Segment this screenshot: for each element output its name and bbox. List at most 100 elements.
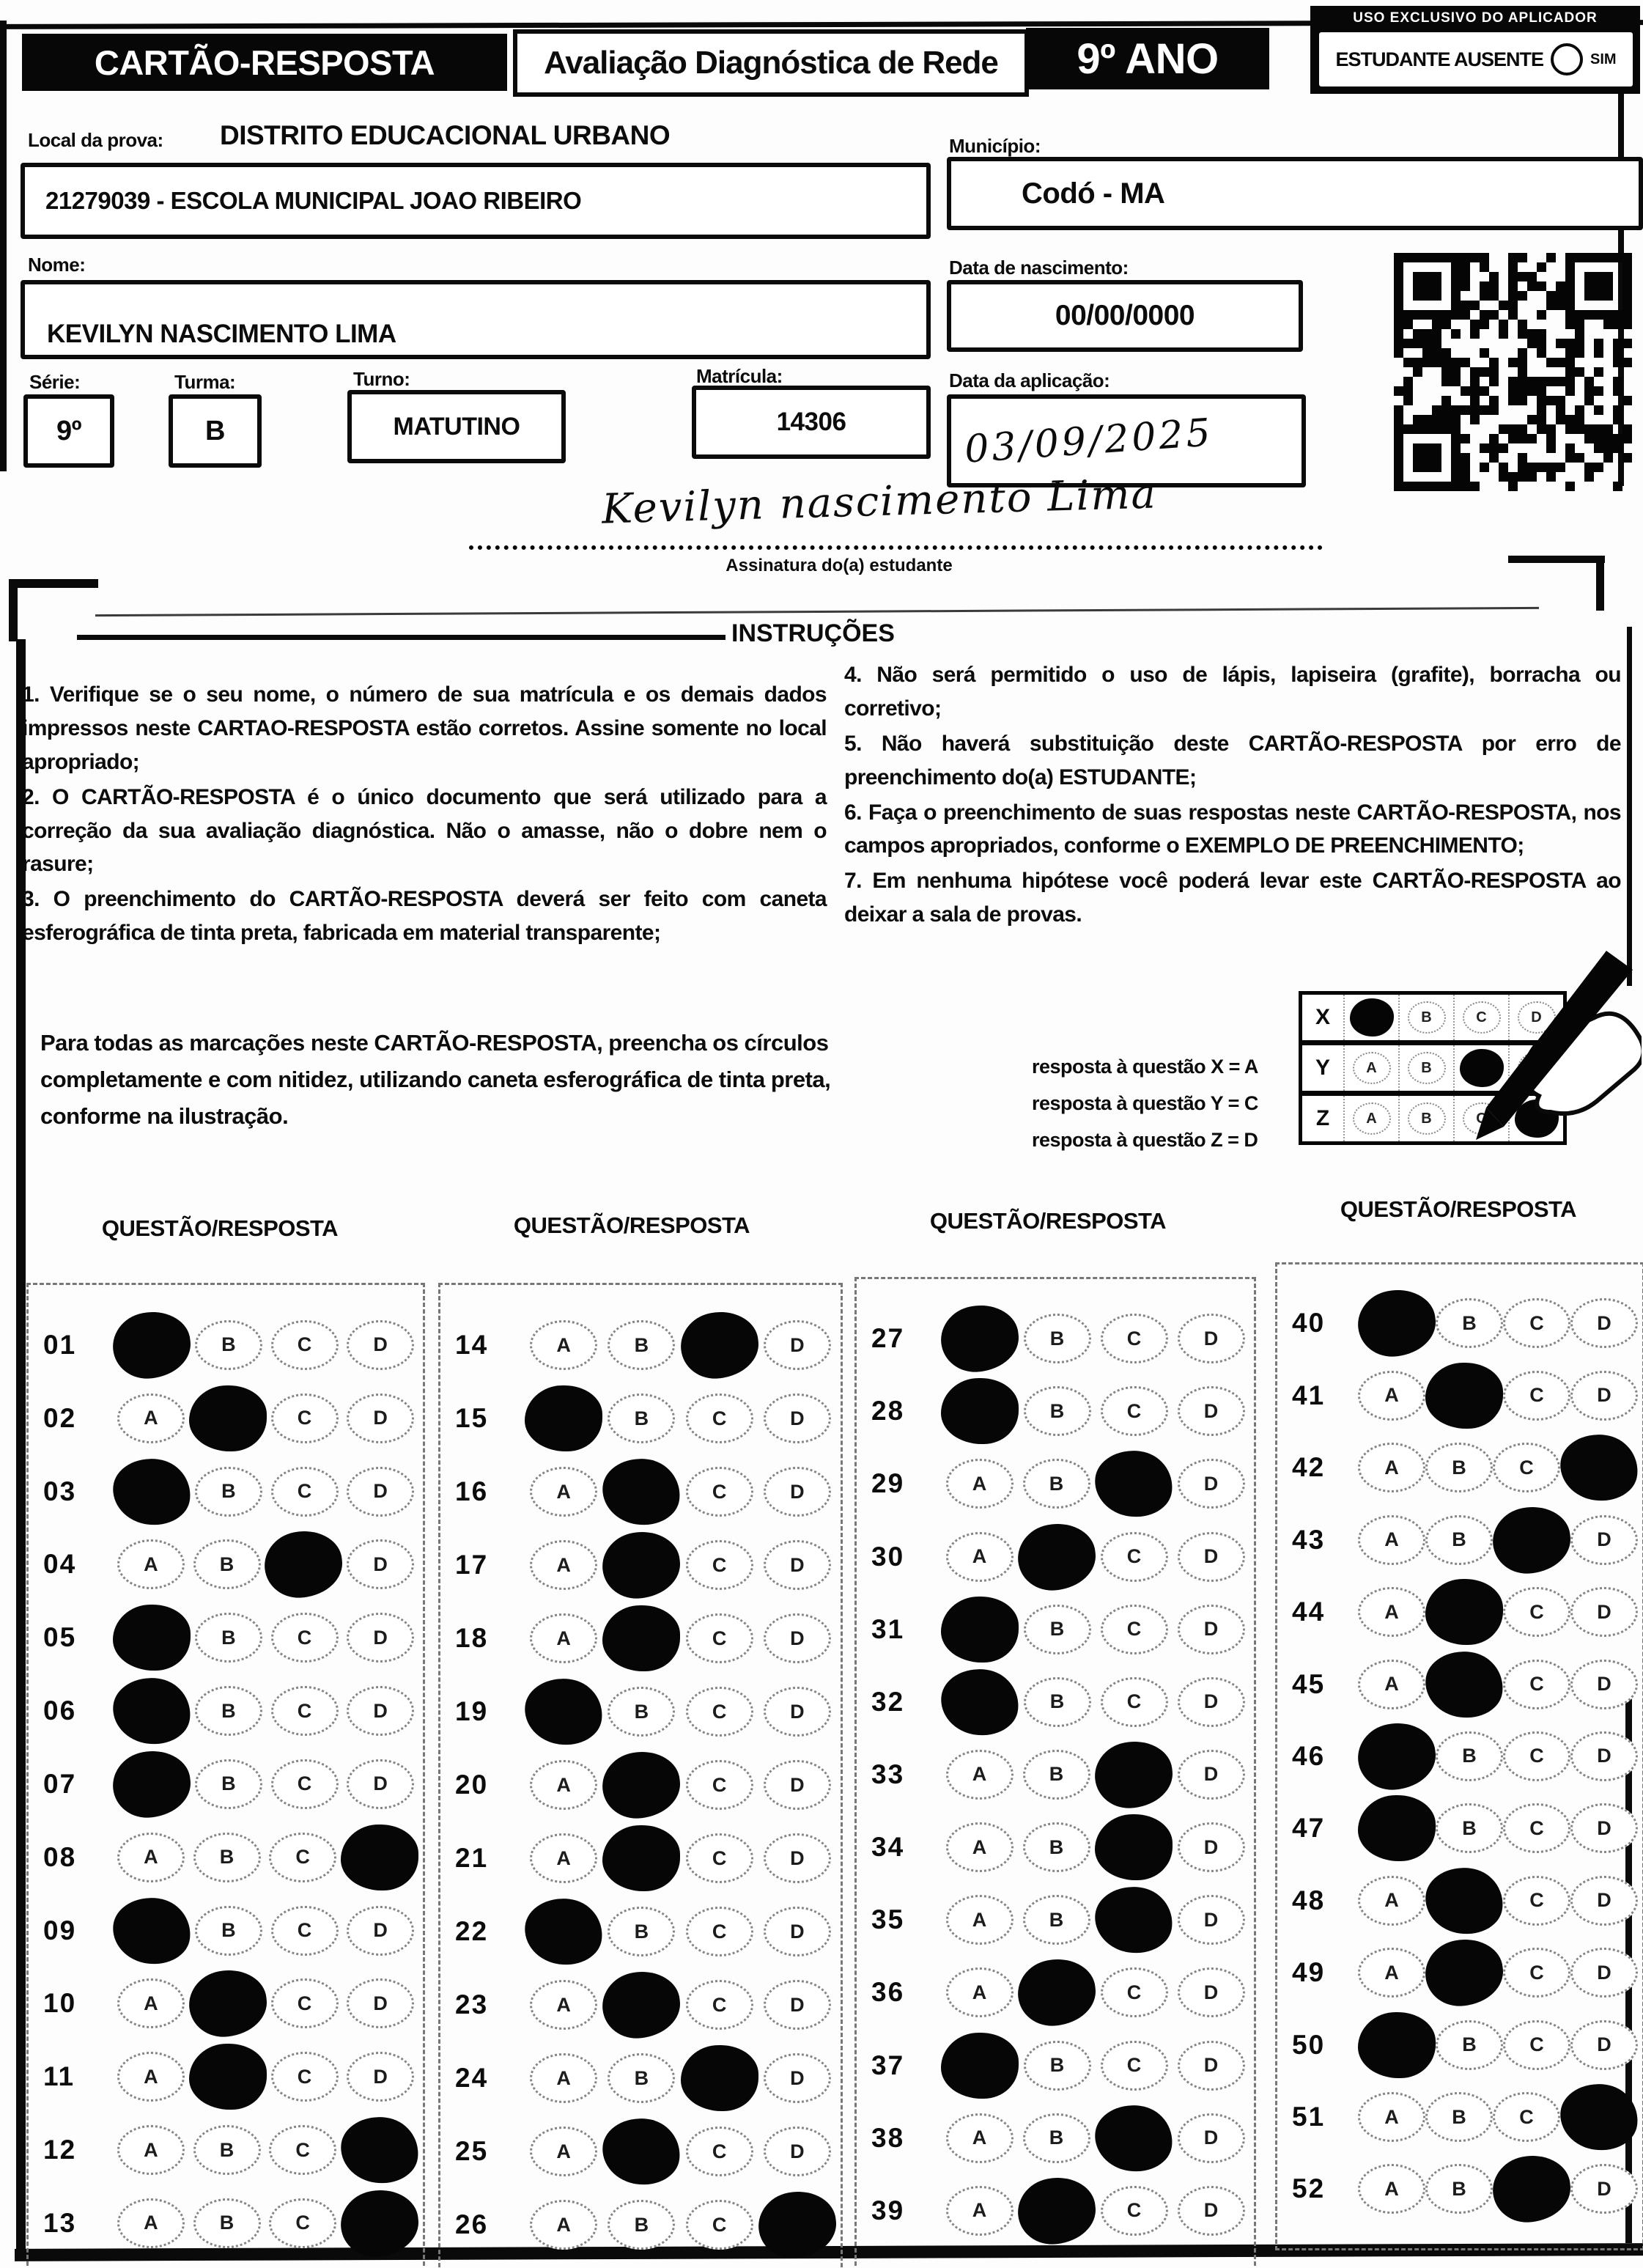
bubble-17-D[interactable]: D bbox=[763, 1540, 831, 1590]
bubble-27-C[interactable]: C bbox=[1100, 1314, 1168, 1364]
bubble-46-B[interactable]: B bbox=[1436, 1731, 1503, 1781]
bubble-47-A[interactable] bbox=[1358, 1795, 1436, 1862]
bubble-50-B[interactable]: B bbox=[1436, 2020, 1503, 2070]
bubble-03-A[interactable] bbox=[108, 1454, 195, 1529]
bubble-46-A[interactable] bbox=[1354, 1719, 1439, 1794]
bubble-04-A[interactable]: A bbox=[117, 1539, 185, 1590]
bubble-07-B[interactable]: B bbox=[194, 1759, 262, 1809]
bubble-16-C[interactable]: C bbox=[685, 1467, 753, 1517]
bubble-51-C[interactable]: C bbox=[1493, 2092, 1560, 2143]
bubble-27-A[interactable] bbox=[937, 1301, 1022, 1376]
bubble-04-D[interactable]: D bbox=[347, 1539, 415, 1590]
bubble-30-D[interactable]: D bbox=[1177, 1531, 1245, 1582]
bubble-25-D[interactable]: D bbox=[763, 2127, 831, 2176]
bubble-48-C[interactable]: C bbox=[1503, 1875, 1570, 1926]
bubble-19-B[interactable]: B bbox=[608, 1687, 676, 1737]
bubble-35-A[interactable]: A bbox=[945, 1895, 1014, 1945]
bubble-49-B[interactable] bbox=[1422, 1935, 1507, 2010]
bubble-11-D[interactable]: D bbox=[347, 2052, 415, 2102]
bubble-44-B[interactable] bbox=[1425, 1579, 1503, 1646]
bubble-48-A[interactable]: A bbox=[1358, 1875, 1425, 1926]
bubble-42-D[interactable] bbox=[1556, 1430, 1642, 1506]
bubble-49-D[interactable]: D bbox=[1570, 1948, 1638, 1998]
bubble-18-B[interactable] bbox=[602, 1605, 681, 1671]
bubble-08-D[interactable] bbox=[341, 1824, 419, 1890]
bubble-07-C[interactable]: C bbox=[270, 1759, 339, 1809]
bubble-11-B[interactable] bbox=[188, 2044, 267, 2110]
bubble-14-C[interactable] bbox=[677, 1308, 762, 1382]
bubble-43-B[interactable]: B bbox=[1425, 1514, 1493, 1565]
bubble-42-B[interactable]: B bbox=[1425, 1443, 1493, 1493]
bubble-18-D[interactable]: D bbox=[763, 1613, 831, 1663]
bubble-41-B[interactable] bbox=[1425, 1362, 1503, 1429]
bubble-32-C[interactable]: C bbox=[1100, 1676, 1168, 1727]
bubble-39-A[interactable]: A bbox=[945, 2185, 1014, 2236]
bubble-47-D[interactable]: D bbox=[1570, 1803, 1638, 1854]
bubble-03-C[interactable]: C bbox=[270, 1466, 339, 1517]
bubble-16-B[interactable] bbox=[599, 1454, 684, 1530]
bubble-38-D[interactable]: D bbox=[1177, 2113, 1245, 2163]
bubble-41-A[interactable]: A bbox=[1358, 1370, 1425, 1421]
bubble-36-B[interactable] bbox=[1014, 1956, 1099, 2030]
bubble-28-C[interactable]: C bbox=[1100, 1386, 1168, 1437]
bubble-43-C[interactable] bbox=[1489, 1503, 1574, 1577]
bubble-21-A[interactable]: A bbox=[530, 1833, 598, 1883]
bubble-25-B[interactable] bbox=[599, 2113, 684, 2190]
bubble-21-C[interactable]: C bbox=[685, 1833, 753, 1883]
bubble-15-B[interactable]: B bbox=[608, 1393, 676, 1443]
bubble-37-D[interactable]: D bbox=[1177, 2040, 1245, 2091]
bubble-02-A[interactable]: A bbox=[117, 1393, 185, 1443]
bubble-24-D[interactable]: D bbox=[763, 2053, 831, 2103]
bubble-18-C[interactable]: C bbox=[685, 1613, 753, 1663]
bubble-21-B[interactable] bbox=[602, 1825, 681, 1891]
bubble-52-A[interactable]: A bbox=[1358, 2164, 1425, 2214]
bubble-28-B[interactable]: B bbox=[1023, 1386, 1091, 1437]
bubble-20-B[interactable] bbox=[599, 1748, 684, 1822]
bubble-01-B[interactable]: B bbox=[194, 1319, 262, 1370]
bubble-08-C[interactable]: C bbox=[269, 1832, 337, 1882]
bubble-17-A[interactable]: A bbox=[530, 1540, 598, 1590]
bubble-08-B[interactable]: B bbox=[193, 1832, 261, 1882]
bubble-36-C[interactable]: C bbox=[1100, 1967, 1168, 2018]
bubble-16-D[interactable]: D bbox=[763, 1467, 831, 1517]
bubble-42-C[interactable]: C bbox=[1493, 1443, 1560, 1493]
bubble-47-C[interactable]: C bbox=[1503, 1803, 1570, 1854]
bubble-17-B[interactable] bbox=[599, 1528, 684, 1602]
bubble-04-C[interactable] bbox=[261, 1528, 346, 1602]
bubble-28-D[interactable]: D bbox=[1177, 1386, 1245, 1437]
bubble-33-D[interactable]: D bbox=[1177, 1749, 1245, 1800]
bubble-11-C[interactable]: C bbox=[270, 2052, 339, 2102]
bubble-29-A[interactable]: A bbox=[945, 1459, 1014, 1509]
bubble-41-D[interactable]: D bbox=[1570, 1370, 1638, 1421]
bubble-36-D[interactable]: D bbox=[1177, 1967, 1245, 2018]
bubble-16-A[interactable]: A bbox=[530, 1467, 598, 1517]
bubble-45-C[interactable]: C bbox=[1503, 1659, 1570, 1709]
bubble-09-D[interactable]: D bbox=[347, 1905, 415, 1956]
bubble-05-D[interactable]: D bbox=[347, 1613, 415, 1663]
bubble-19-A[interactable] bbox=[521, 1674, 607, 1750]
bubble-05-A[interactable] bbox=[113, 1605, 191, 1671]
bubble-09-C[interactable]: C bbox=[270, 1905, 339, 1956]
bubble-15-A[interactable] bbox=[525, 1385, 603, 1451]
bubble-36-A[interactable]: A bbox=[945, 1967, 1014, 2018]
bubble-19-D[interactable]: D bbox=[763, 1687, 831, 1737]
bubble-26-A[interactable]: A bbox=[530, 2200, 598, 2250]
bubble-44-D[interactable]: D bbox=[1570, 1587, 1638, 1638]
bubble-39-C[interactable]: C bbox=[1100, 2185, 1168, 2236]
bubble-48-B[interactable] bbox=[1421, 1863, 1507, 1938]
bubble-35-C[interactable] bbox=[1090, 1882, 1177, 1958]
bubble-30-A[interactable]: A bbox=[945, 1531, 1014, 1582]
bubble-02-B[interactable] bbox=[188, 1385, 267, 1451]
bubble-26-C[interactable]: C bbox=[685, 2200, 753, 2250]
bubble-42-A[interactable]: A bbox=[1358, 1443, 1425, 1493]
bubble-10-D[interactable]: D bbox=[347, 1978, 415, 2029]
bubble-24-C[interactable] bbox=[680, 2045, 758, 2111]
bubble-35-B[interactable]: B bbox=[1022, 1895, 1090, 1945]
bubble-25-C[interactable]: C bbox=[685, 2127, 753, 2176]
bubble-37-A[interactable] bbox=[941, 2032, 1019, 2099]
bubble-03-D[interactable]: D bbox=[347, 1466, 415, 1517]
bubble-06-B[interactable]: B bbox=[194, 1686, 262, 1737]
bubble-06-D[interactable]: D bbox=[347, 1686, 415, 1737]
bubble-20-A[interactable]: A bbox=[530, 1760, 598, 1810]
bubble-39-D[interactable]: D bbox=[1177, 2185, 1245, 2236]
